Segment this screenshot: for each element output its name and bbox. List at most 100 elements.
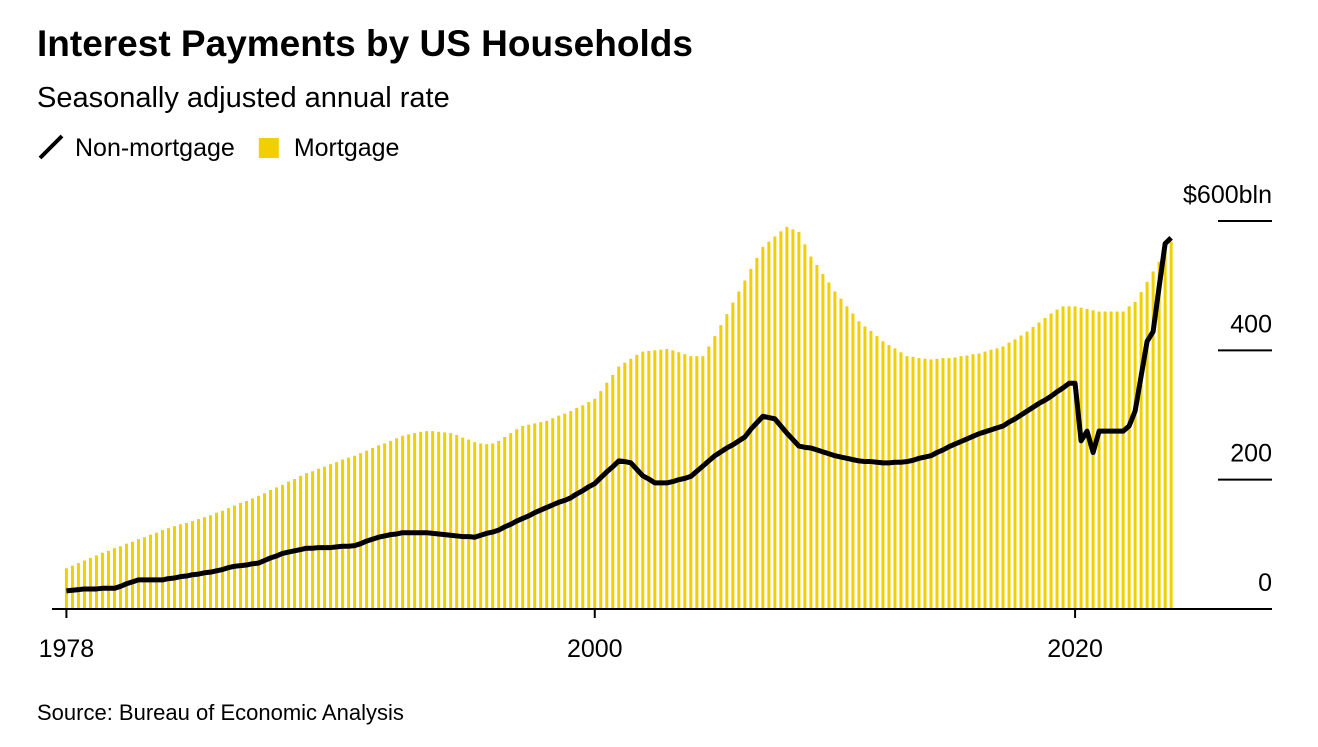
bar: [941, 358, 945, 609]
bar: [707, 346, 711, 609]
bar: [395, 438, 399, 609]
bar: [323, 466, 327, 609]
bar: [617, 366, 621, 609]
bar: [1139, 292, 1143, 609]
bar: [785, 226, 789, 609]
bar: [863, 326, 867, 609]
bar: [485, 444, 489, 609]
bar: [82, 560, 86, 609]
bar: [112, 548, 116, 609]
bar: [1163, 252, 1167, 610]
bar: [629, 358, 633, 609]
bar: [965, 355, 969, 609]
bar: [1007, 342, 1011, 609]
bar: [1103, 311, 1107, 609]
bar: [713, 336, 717, 609]
bar: [1169, 241, 1173, 609]
bar: [821, 274, 825, 609]
bar: [88, 557, 92, 609]
bar: [1061, 306, 1065, 609]
bar: [779, 231, 783, 609]
bar: [959, 356, 963, 609]
bar: [130, 541, 134, 609]
bar: [136, 539, 140, 609]
bar: [803, 244, 807, 609]
bar: [1079, 307, 1083, 609]
bar: [725, 314, 729, 609]
bar: [479, 443, 483, 609]
bar: [905, 356, 909, 609]
bar: [184, 522, 188, 609]
bar: [293, 479, 297, 609]
bar: [154, 532, 158, 609]
bar: [94, 555, 98, 609]
bar: [665, 349, 669, 609]
bar: [118, 546, 122, 609]
bar: [875, 336, 879, 609]
bar: [287, 481, 291, 609]
bar: [923, 358, 927, 609]
bar: [467, 439, 471, 609]
bar: [221, 510, 225, 609]
bar: [281, 484, 285, 609]
bar: [389, 440, 393, 609]
bar: [299, 475, 303, 609]
bar: [653, 350, 657, 609]
bar: [1145, 281, 1149, 609]
bar: [335, 462, 339, 609]
bar: [160, 530, 164, 609]
bar: [209, 515, 213, 609]
bar: [695, 356, 699, 609]
bar: [172, 526, 176, 609]
bar: [365, 450, 369, 609]
bar: [124, 543, 128, 609]
bar: [569, 411, 573, 609]
bar: [1031, 327, 1035, 609]
bar: [533, 423, 537, 609]
bar: [1133, 301, 1137, 609]
bar: [623, 362, 627, 609]
bar: [1127, 306, 1131, 609]
bar: [605, 382, 609, 609]
bar: [509, 433, 513, 609]
bar: [1037, 322, 1041, 609]
bar: [731, 302, 735, 609]
bar: [227, 508, 231, 609]
y-tick-label: 400: [1230, 310, 1272, 338]
bar: [1109, 311, 1113, 609]
bar: [755, 257, 759, 609]
bar: [857, 321, 861, 609]
bar: [497, 440, 501, 609]
bar: [995, 348, 999, 609]
bar: [761, 246, 765, 609]
bar: [76, 563, 80, 609]
bar: [1151, 271, 1155, 609]
bar: [989, 349, 993, 609]
bar: [341, 459, 345, 609]
x-tick-label: 1978: [39, 635, 95, 663]
bar: [833, 291, 837, 609]
bar: [347, 457, 351, 609]
bar: [215, 512, 219, 609]
x-tick-label: 2000: [567, 635, 623, 663]
bar: [947, 358, 951, 609]
bar: [935, 358, 939, 609]
bar: [100, 552, 104, 609]
bar: [455, 435, 459, 609]
bar: [593, 398, 597, 609]
bar: [178, 524, 182, 609]
bar: [251, 498, 255, 609]
bar: [683, 354, 687, 609]
bar: [1157, 261, 1161, 609]
bar: [581, 405, 585, 609]
bar: [839, 298, 843, 609]
legend-label: Non-mortgage: [75, 134, 235, 162]
legend-label: Mortgage: [294, 134, 400, 162]
bar: [383, 443, 387, 609]
bar: [503, 436, 507, 609]
legend-swatch: [258, 138, 279, 158]
bar: [551, 418, 555, 609]
bar: [767, 241, 771, 609]
bar: [275, 487, 279, 609]
bar: [611, 374, 615, 609]
